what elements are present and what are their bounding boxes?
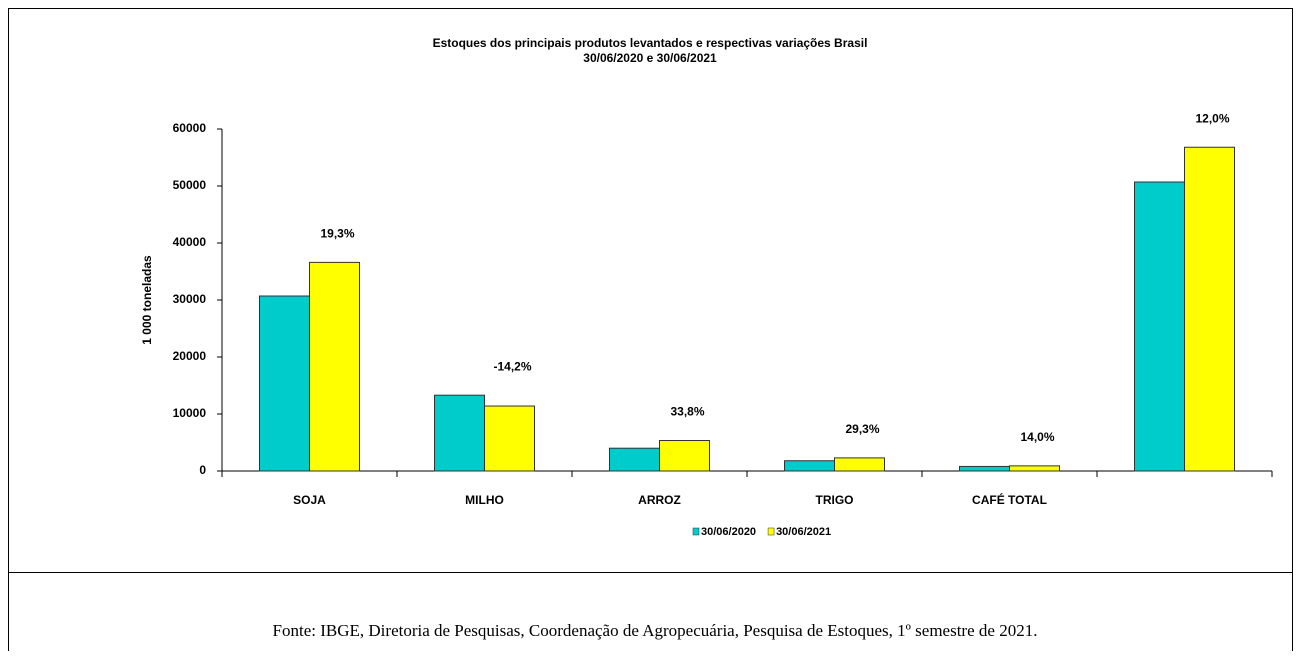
annotation: 12,0% xyxy=(1195,111,1229,125)
bar xyxy=(1009,465,1060,472)
y-tick-label: 40000 xyxy=(173,235,207,249)
bar xyxy=(1134,181,1185,472)
legend-swatch xyxy=(692,527,700,536)
x-tick-label: TRIGO xyxy=(816,493,854,507)
y-tick-label: 30000 xyxy=(173,292,207,306)
bar xyxy=(659,440,710,472)
legend-label: 30/06/2020 xyxy=(701,526,756,538)
x-tick-label: CAFÉ TOTAL xyxy=(972,492,1047,507)
x-tick-label: MILHO xyxy=(465,493,504,507)
chart-subtitle: 30/06/2020 e 30/06/2021 xyxy=(583,51,717,65)
chart-title: Estoques dos principais produtos levanta… xyxy=(433,36,868,50)
bar xyxy=(259,295,310,472)
annotation: 14,0% xyxy=(1020,430,1054,444)
bar xyxy=(434,394,485,472)
y-tick-label: 60000 xyxy=(173,121,207,135)
x-tick-label: ARROZ xyxy=(638,493,681,507)
bar xyxy=(959,465,1010,472)
y-tick-label: 50000 xyxy=(173,178,207,192)
bar xyxy=(1184,146,1235,472)
y-axis-label: 1 000 toneladas xyxy=(140,255,154,345)
legend-swatch xyxy=(767,527,775,536)
annotation: 29,3% xyxy=(845,422,879,436)
annotation: -14,2% xyxy=(493,359,531,373)
bar xyxy=(834,457,885,472)
annotation: 19,3% xyxy=(320,227,354,241)
y-tick-label: 0 xyxy=(199,463,206,477)
bar xyxy=(784,460,835,472)
frame xyxy=(8,8,1293,656)
source-note: Fonte: IBGE, Diretoria de Pesquisas, Coo… xyxy=(273,621,1038,640)
bar xyxy=(609,447,660,472)
y-tick-label: 10000 xyxy=(173,406,207,420)
legend-label: 30/06/2021 xyxy=(776,526,831,538)
annotation: 33,8% xyxy=(670,405,704,419)
bar xyxy=(484,405,535,472)
y-tick-label: 20000 xyxy=(173,349,207,363)
x-tick-label: SOJA xyxy=(293,493,326,507)
bar xyxy=(309,261,360,472)
